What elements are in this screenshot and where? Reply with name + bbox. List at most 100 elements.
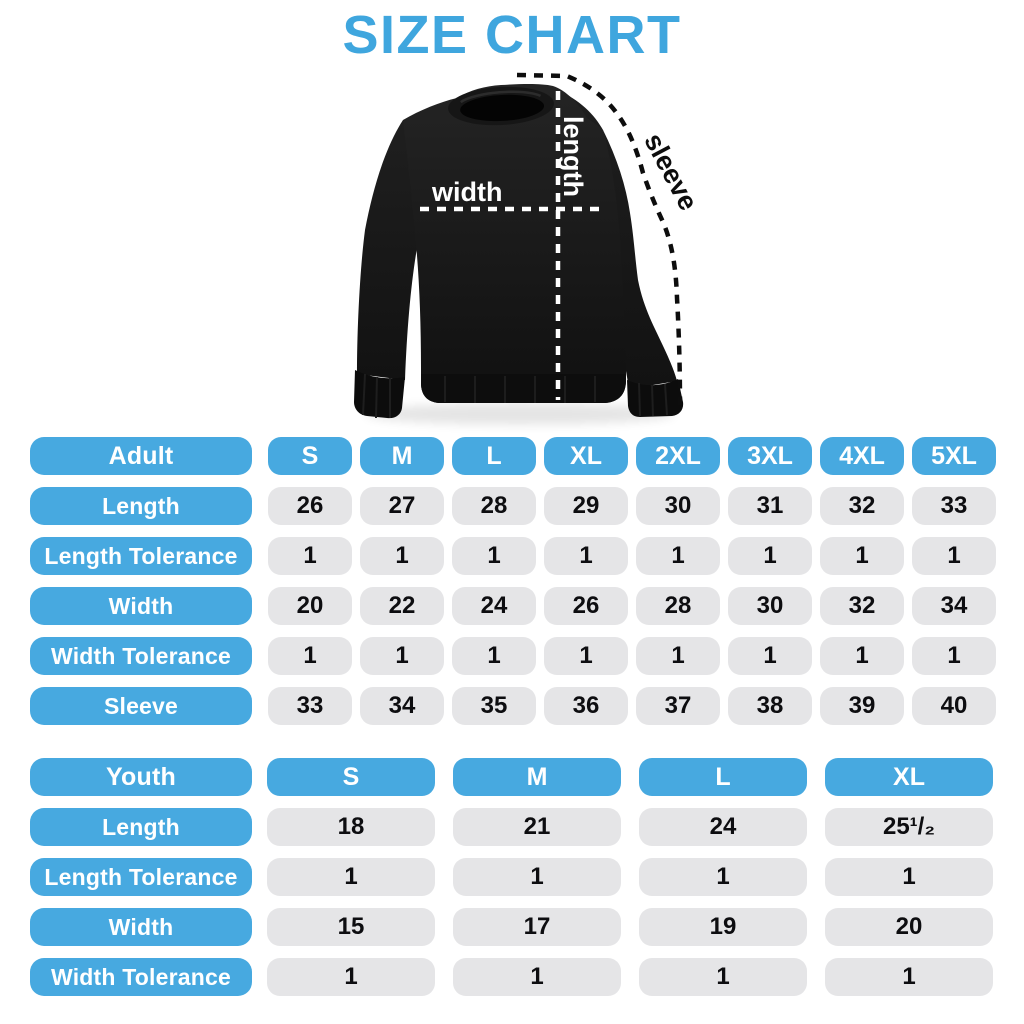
value-pill: 30 [728,587,812,625]
table-row: Sleeve 33 34 35 36 37 38 39 40 [30,687,996,725]
value-pill: 39 [820,687,904,725]
value-pill: 1 [825,858,993,896]
table-row: Width Tolerance 1 1 1 1 1 1 1 1 [30,637,996,675]
value-pill: 27 [360,487,444,525]
width-label: width [431,177,502,207]
value-pill: 26 [268,487,352,525]
value-pill: 1 [544,637,628,675]
table-row: Length Tolerance 1 1 1 1 1 1 1 1 [30,537,996,575]
value-pill: 24 [639,808,807,846]
value-pill: 1 [820,537,904,575]
size-header-pill: XL [825,758,993,796]
youth-size-table: Youth S M L XL Length 18 21 24 25¹/₂ Length Tolera… [30,758,993,1008]
table-row: Length Tolerance 1 1 1 1 [30,858,993,896]
value-pill: 29 [544,487,628,525]
value-pill: 36 [544,687,628,725]
value-pill: 17 [453,908,621,946]
value-pill: 1 [636,637,720,675]
value-pill: 31 [728,487,812,525]
value-pill: 1 [820,637,904,675]
right-cuff [627,379,684,417]
value-pill: 1 [639,958,807,996]
sleeve-line [516,72,683,407]
sleeve-label: sleeve [638,128,703,215]
shirt-shadow [365,403,675,425]
size-header-pill: S [268,437,352,475]
table-title-pill: Adult [30,437,252,475]
row-label-pill: Length Tolerance [30,858,252,896]
value-pill: 1 [728,637,812,675]
value-pill: 1 [453,958,621,996]
row-label-pill: Length Tolerance [30,537,252,575]
value-pill: 1 [267,858,435,896]
table-row: Width 15 17 19 20 [30,908,993,946]
size-header-pill: L [639,758,807,796]
right-cuff-ribs [638,382,668,417]
value-pill: 37 [636,687,720,725]
value-pill: 22 [360,587,444,625]
value-pill: 32 [820,587,904,625]
value-pill: 28 [636,587,720,625]
hem-ribs [444,376,596,403]
value-pill: 33 [912,487,996,525]
size-header-pill: 5XL [912,437,996,475]
size-header-pill: 3XL [728,437,812,475]
value-pill: 1 [452,537,536,575]
size-header-pill: M [453,758,621,796]
value-pill: 1 [360,537,444,575]
table-row: Length 18 21 24 25¹/₂ [30,808,993,846]
value-pill: 1 [728,537,812,575]
value-pill: 26 [544,587,628,625]
table-row: Length 26 27 28 29 30 31 32 33 [30,487,996,525]
value-pill: 34 [912,587,996,625]
row-label-pill: Length [30,808,252,846]
row-label-pill: Width [30,908,252,946]
size-header-pill: M [360,437,444,475]
adult-size-table: Adult S M L XL 2XL 3XL 4XL 5XL Length 26 27 28 29 30 31… [30,437,996,737]
value-pill: 1 [912,537,996,575]
size-header-pill: 4XL [820,437,904,475]
value-pill: 20 [268,587,352,625]
hem-band [421,374,626,403]
value-pill: 28 [452,487,536,525]
left-cuff [354,370,405,419]
row-label-pill: Sleeve [30,687,252,725]
value-pill: 40 [912,687,996,725]
table-title-pill: Youth [30,758,252,796]
value-pill: 30 [636,487,720,525]
value-pill: 1 [452,637,536,675]
sweatshirt-image: width length sleeve [354,72,704,425]
value-pill: 20 [825,908,993,946]
row-label-pill: Width Tolerance [30,637,252,675]
value-pill: 1 [268,637,352,675]
value-pill: 1 [453,858,621,896]
value-pill: 38 [728,687,812,725]
value-pill: 18 [267,808,435,846]
value-pill: 24 [452,587,536,625]
table-header-row: Adult S M L XL 2XL 3XL 4XL 5XL [30,437,996,475]
row-label-pill: Width Tolerance [30,958,252,996]
value-pill: 1 [360,637,444,675]
torso [403,84,626,403]
value-pill: 32 [820,487,904,525]
row-label-pill: Width [30,587,252,625]
value-pill: 1 [268,537,352,575]
value-pill: 25¹/₂ [825,808,993,846]
value-pill: 1 [544,537,628,575]
size-header-pill: 2XL [636,437,720,475]
table-header-row: Youth S M L XL [30,758,993,796]
value-pill: 19 [639,908,807,946]
sweatshirt-diagram: width length sleeve [335,58,710,433]
value-pill: 1 [267,958,435,996]
value-pill: 1 [912,637,996,675]
value-pill: 1 [636,537,720,575]
value-pill: 35 [452,687,536,725]
size-header-pill: L [452,437,536,475]
value-pill: 34 [360,687,444,725]
left-cuff-ribs [362,373,391,419]
length-label: length [558,116,588,197]
size-header-pill: S [267,758,435,796]
table-row: Width 20 22 24 26 28 30 32 34 [30,587,996,625]
row-label-pill: Length [30,487,252,525]
